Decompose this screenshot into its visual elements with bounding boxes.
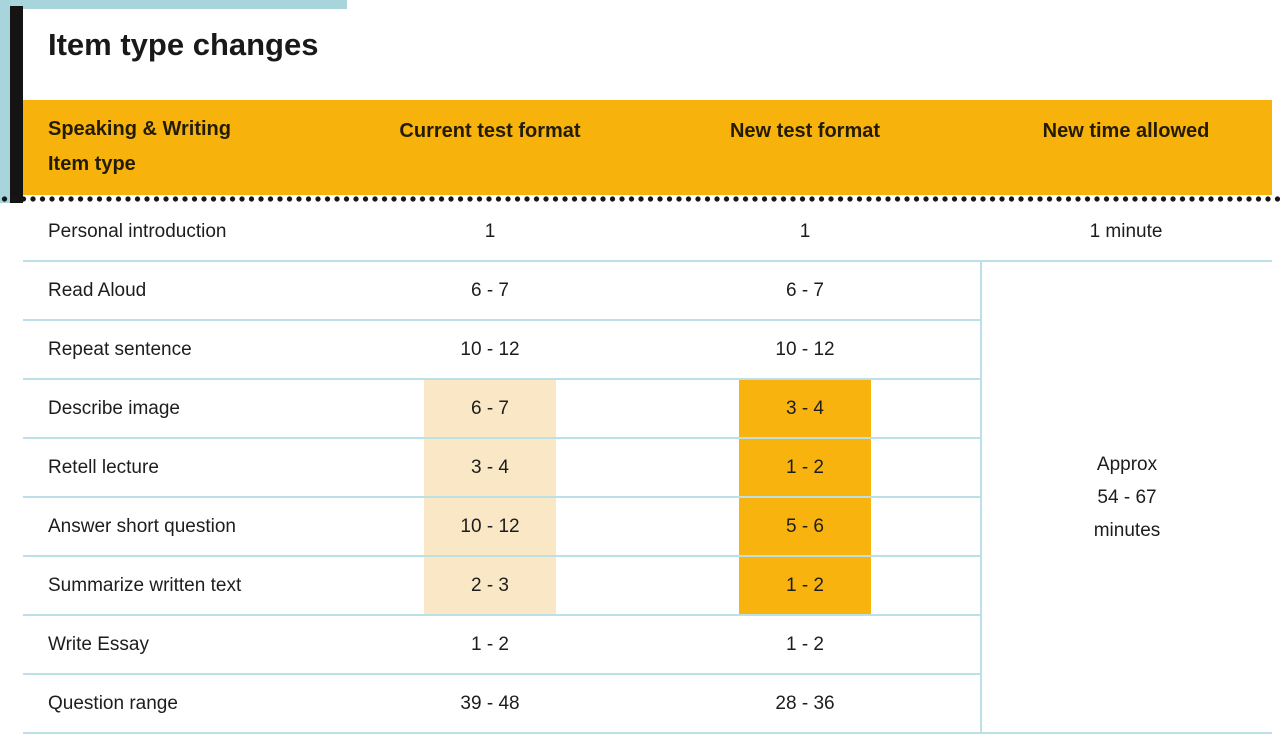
time-merged-cell: Approx 54 - 67 minutes	[980, 262, 1272, 734]
row-new-value: 1 - 2	[739, 557, 871, 614]
top-accent-bar	[0, 0, 347, 9]
page-title: Item type changes	[48, 27, 319, 62]
row-current-value: 10 - 12	[424, 498, 556, 555]
time-merged-line1: Approx	[1096, 453, 1158, 475]
header-item-type-line2: Item type	[48, 153, 136, 175]
time-merged-line2: 54 - 67	[1097, 486, 1157, 508]
row-current-cell: 1 - 2	[350, 616, 630, 675]
row-item-label: Question range	[23, 675, 350, 734]
table-body: Approx 54 - 67 minutes Personal introduc…	[23, 203, 1272, 734]
row-current-cell: 10 - 12	[350, 498, 630, 557]
row-current-cell: 6 - 7	[350, 380, 630, 439]
left-accent-bar	[0, 0, 10, 203]
row-time-value: 1 minute	[1089, 220, 1163, 242]
row-current-value: 39 - 48	[460, 692, 520, 714]
row-current-value: 6 - 7	[470, 279, 510, 301]
row-item-label: Write Essay	[23, 616, 350, 675]
row-new-cell: 3 - 4	[630, 380, 980, 439]
row-new-value: 1	[799, 220, 811, 242]
header-item-type-line1: Speaking & Writing	[48, 118, 231, 140]
row-current-cell: 1	[350, 203, 630, 262]
row-new-cell: 1 - 2	[630, 439, 980, 498]
header-current-test-format: Current test format	[399, 120, 581, 142]
row-new-cell: 28 - 36	[630, 675, 980, 734]
row-new-cell: 10 - 12	[630, 321, 980, 380]
row-current-cell: 2 - 3	[350, 557, 630, 616]
row-item-label: Answer short question	[23, 498, 350, 557]
dotted-divider	[0, 195, 1280, 203]
row-new-cell: 1	[630, 203, 980, 262]
header-item-type: Speaking & Writing Item type	[23, 100, 350, 195]
row-item-label: Personal introduction	[23, 203, 350, 262]
row-new-cell: 5 - 6	[630, 498, 980, 557]
row-item-label: Read Aloud	[23, 262, 350, 321]
table-header-row: Speaking & Writing Item type Current tes…	[23, 100, 1272, 195]
row-current-value: 10 - 12	[460, 338, 520, 360]
row-current-value: 1 - 2	[470, 633, 510, 655]
row-current-cell: 39 - 48	[350, 675, 630, 734]
row-item-label: Summarize written text	[23, 557, 350, 616]
row-new-value: 1 - 2	[739, 439, 871, 496]
row-new-cell: 6 - 7	[630, 262, 980, 321]
time-merged-line3: minutes	[1093, 519, 1161, 541]
row-current-value: 6 - 7	[424, 380, 556, 437]
row-item-label: Retell lecture	[23, 439, 350, 498]
header-new-time-allowed: New time allowed	[1042, 120, 1210, 142]
row-item-label: Repeat sentence	[23, 321, 350, 380]
row-new-cell: 1 - 2	[630, 557, 980, 616]
row-new-value: 3 - 4	[739, 380, 871, 437]
row-current-value: 3 - 4	[424, 439, 556, 496]
row-current-cell: 3 - 4	[350, 439, 630, 498]
row-new-cell: 1 - 2	[630, 616, 980, 675]
row-new-value: 28 - 36	[775, 692, 835, 714]
row-current-value: 1	[484, 220, 496, 242]
row-time-cell: 1 minute	[980, 203, 1272, 262]
row-current-value: 2 - 3	[424, 557, 556, 614]
row-new-value: 6 - 7	[785, 279, 825, 301]
row-new-value: 10 - 12	[775, 338, 835, 360]
row-item-label: Describe image	[23, 380, 350, 439]
row-new-value: 1 - 2	[785, 633, 825, 655]
row-current-cell: 10 - 12	[350, 321, 630, 380]
header-new-test-format: New test format	[729, 120, 881, 142]
left-black-bar	[10, 6, 23, 203]
row-new-value: 5 - 6	[739, 498, 871, 555]
row-current-cell: 6 - 7	[350, 262, 630, 321]
